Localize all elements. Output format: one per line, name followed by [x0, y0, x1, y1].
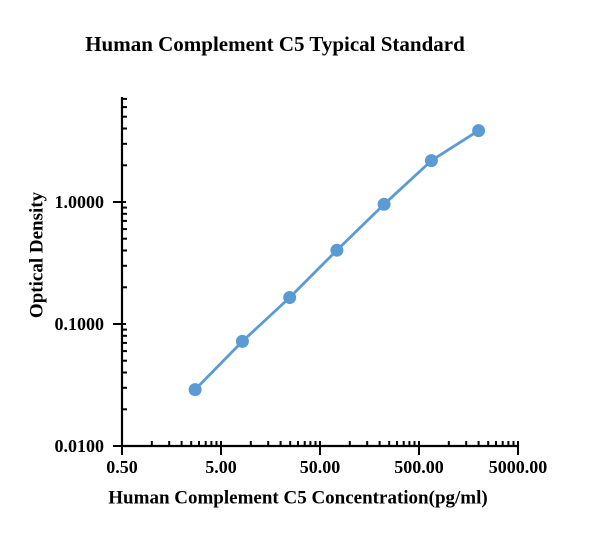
x-axis-tick-label: 500.00: [394, 457, 444, 477]
y-axis-tick-label: 1.0000: [55, 192, 105, 212]
data-point-marker: [235, 334, 249, 348]
y-axis-tick-label: 0.1000: [55, 314, 105, 334]
data-point-marker: [424, 154, 438, 168]
x-axis-tick-label: 5000.00: [489, 457, 548, 477]
data-point-marker: [472, 124, 486, 138]
data-point-marker: [330, 243, 344, 257]
x-axis-tick-label: 50.00: [300, 457, 341, 477]
x-axis-tick-label: 0.50: [106, 457, 138, 477]
x-axis-tick-label: 5.00: [205, 457, 237, 477]
chart-title: Human Complement C5 Typical Standard: [85, 32, 465, 56]
standard-curve-line: [193, 129, 480, 391]
y-axis-tick-label: 0.0100: [55, 436, 105, 456]
x-axis-title: Human Complement C5 Concentration(pg/ml): [108, 487, 488, 509]
data-point-marker: [188, 383, 202, 397]
data-point-marker: [283, 291, 297, 304]
data-point-marker: [377, 197, 391, 211]
